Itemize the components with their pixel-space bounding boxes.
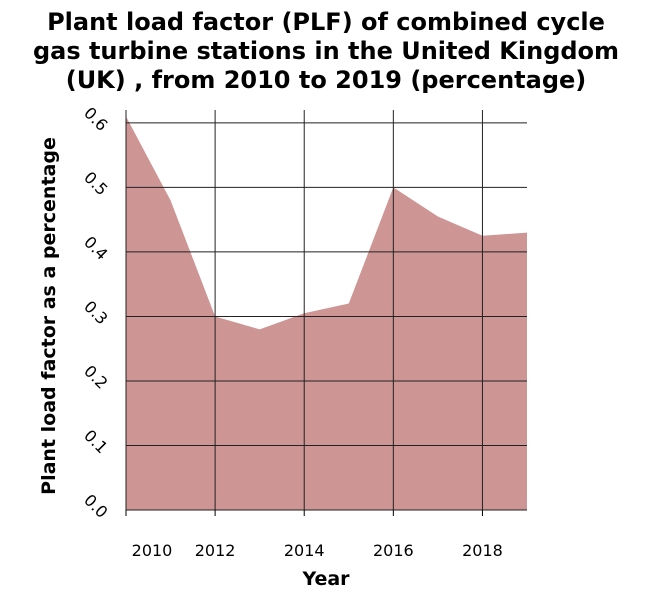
chart-title-line-3: (UK) , from 2010 to 2019 (percentage)	[66, 66, 587, 94]
x-tick-label: 2016	[373, 541, 414, 560]
y-tick-label: 0.5	[80, 168, 111, 199]
chart-title-line-1: Plant load factor (PLF) of combined cycl…	[47, 8, 605, 36]
x-tick-label: 2010	[132, 541, 173, 560]
x-tick-label: 2018	[462, 541, 503, 560]
area-series	[126, 116, 527, 511]
chart-title-line-2: gas turbine stations in the United Kingd…	[33, 37, 619, 65]
chart-title: Plant load factor (PLF) of combined cycl…	[33, 8, 619, 94]
x-tick-label: 2012	[195, 541, 236, 560]
plot-area	[125, 110, 527, 511]
y-axis-ticks: 0.0 0.1 0.2 0.3 0.4 0.5 0.6	[80, 103, 111, 522]
y-axis-label: Plant load factor as a percentage	[38, 137, 60, 495]
y-tick-label: 0.6	[80, 103, 111, 134]
x-axis-ticks: 2010 2012 2014 2016 2018	[125, 510, 503, 560]
x-axis-label: Year	[301, 568, 350, 590]
y-tick-label: 0.3	[80, 297, 111, 328]
y-tick-label: 0.1	[80, 426, 111, 457]
y-tick-label: 0.4	[80, 232, 111, 263]
x-tick-label: 2014	[284, 541, 325, 560]
y-tick-label: 0.2	[80, 361, 111, 392]
y-tick-label: 0.0	[80, 490, 111, 521]
